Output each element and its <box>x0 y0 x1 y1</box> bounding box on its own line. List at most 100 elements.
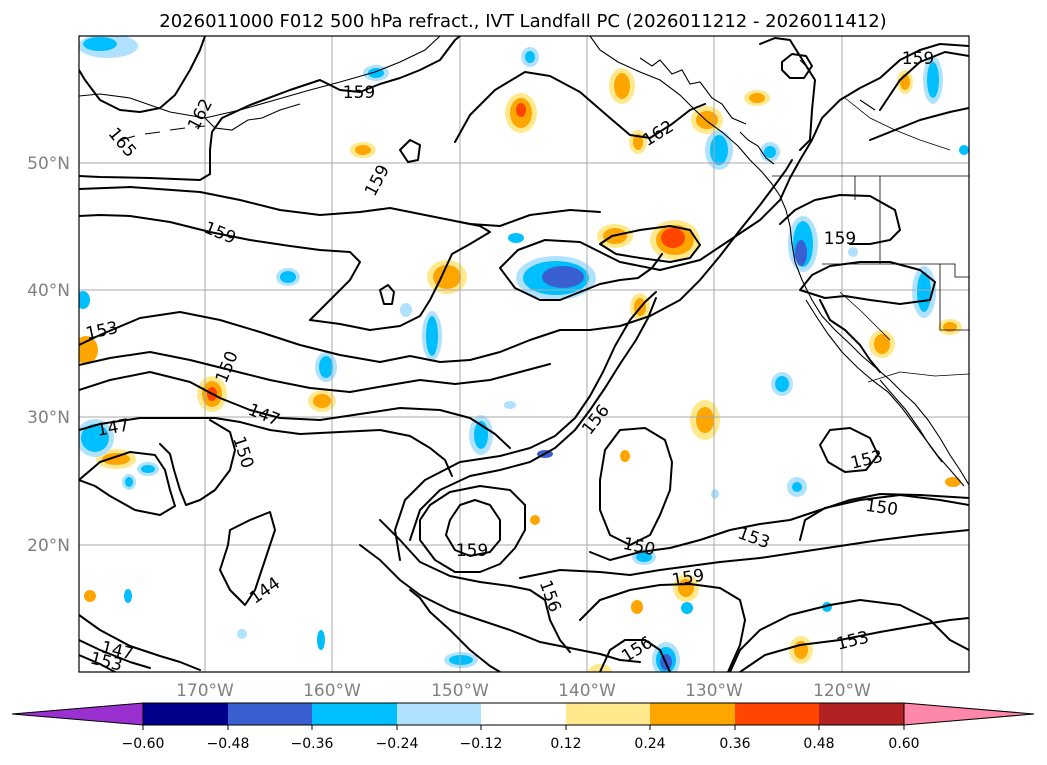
lat-label: 20°N <box>27 536 70 556</box>
colorbar: −0.60 −0.48 −0.36 −0.24 −0.12 0.12 0.24 … <box>11 702 1035 752</box>
colorbar-bin <box>397 703 481 725</box>
shade-blob-pos <box>744 90 770 106</box>
colorbar-tick-label: 0.60 <box>888 736 919 752</box>
shade-blob-neg <box>788 216 818 272</box>
shade-blob-neg <box>400 303 412 317</box>
contour-156-n <box>409 297 657 541</box>
shade-blob-neg <box>276 268 300 286</box>
shade-blob-pos <box>609 68 635 104</box>
colorbar-bin <box>143 703 228 725</box>
contour-label: 159 <box>343 83 375 103</box>
colorbar-bin <box>228 703 312 725</box>
shade-blob-neg <box>923 56 943 104</box>
shade-blob-pos <box>938 319 962 335</box>
graticule <box>79 36 969 672</box>
lon-label: 160°W <box>303 681 361 701</box>
shade-blob-pos <box>897 70 913 94</box>
contour-150 <box>79 371 511 449</box>
shade-blob-neg <box>508 233 524 243</box>
shade-blob-neg <box>521 47 539 67</box>
figure-title: 2026011000 F012 500 hPa refract., IVT La… <box>159 11 886 32</box>
lat-label: 50°N <box>27 154 70 174</box>
shade-blob-neg <box>79 291 90 309</box>
colorbar-bin <box>650 703 735 725</box>
contour-159-c <box>79 186 601 227</box>
map-frame <box>78 35 970 673</box>
shade-blob-neg <box>504 401 516 409</box>
shade-blob-neg <box>237 629 247 639</box>
shade-blob-pos <box>620 450 630 462</box>
shade-blob-pos <box>789 636 813 664</box>
shade-blob-neg <box>137 462 159 476</box>
lat-label: 40°N <box>27 281 70 301</box>
lon-label: 150°W <box>431 681 489 701</box>
contour-label: 159 <box>824 229 856 249</box>
contour-156-s <box>379 519 571 653</box>
colorbar-tick-label: −0.48 <box>207 736 250 752</box>
shade-blob-pos <box>588 664 612 672</box>
shade-blob-neg <box>79 36 138 58</box>
map-panel: 159 162 165 159 159 162 159 153 150 147 … <box>79 36 969 676</box>
lon-label: 130°W <box>685 681 743 701</box>
shade-blob-neg <box>711 489 719 499</box>
colorbar-extend-high <box>903 702 1035 726</box>
shade-blob-neg <box>681 602 693 614</box>
contour-label: 150 <box>864 496 899 520</box>
contour-layer <box>79 36 969 672</box>
colorbar-tick-marks <box>142 725 905 730</box>
shade-blob-neg <box>760 142 780 162</box>
shade-blob-neg <box>124 589 132 603</box>
colorbar-tick-label: −0.24 <box>376 736 419 752</box>
shade-blob-pos <box>690 400 720 440</box>
colorbar-bin <box>819 703 904 725</box>
shade-blob-pos <box>505 93 537 133</box>
shade-blob-neg <box>516 256 596 300</box>
shade-blob-pos <box>308 390 336 412</box>
shade-blob-pos <box>869 330 895 358</box>
shade-blob-neg <box>787 477 807 497</box>
colorbar-bin <box>566 703 650 725</box>
contour-label: 159 <box>456 541 488 561</box>
shade-blob-pos <box>84 590 96 602</box>
contour-label: 159 <box>902 49 934 69</box>
colorbar-tick-label: −0.60 <box>122 736 165 752</box>
latitude-labels: 50°N 40°N 30°N 20°N <box>27 154 70 556</box>
shade-blob-neg <box>771 372 793 396</box>
contour-label: 153 <box>88 649 124 676</box>
contour-153-se <box>739 617 969 672</box>
shade-blob-neg <box>317 630 325 650</box>
colorbar-tick-label: 0.24 <box>634 736 665 752</box>
colorbar-tick-label: −0.12 <box>460 736 503 752</box>
colorbar-tick-label: 0.36 <box>719 736 750 752</box>
contour-147 <box>79 417 453 477</box>
shade-blob-pos <box>530 515 540 525</box>
shade-blob-neg <box>959 145 969 155</box>
contour-159-n <box>79 36 461 181</box>
colorbar-bin <box>735 703 819 725</box>
contour-159-s <box>445 499 501 557</box>
colorbar-bin <box>312 703 397 725</box>
lon-label: 170°W <box>176 681 234 701</box>
colorbar-tick-label: 0.48 <box>803 736 834 752</box>
contour-144 <box>219 511 276 606</box>
gulf-alaska-coast <box>589 36 969 486</box>
shade-blob-pos <box>631 600 643 614</box>
colorbar-bin <box>481 703 566 725</box>
shade-blob-neg <box>848 247 858 257</box>
shade-blob-neg <box>422 311 442 361</box>
lat-label: 30°N <box>27 408 70 428</box>
shade-blob-neg <box>705 130 733 170</box>
lon-label: 140°W <box>558 681 616 701</box>
shade-blob-pos <box>350 142 376 158</box>
colorbar-tick-label: 0.12 <box>550 736 581 752</box>
shade-blob-pos <box>945 477 961 487</box>
colorbar-tick-label: −0.36 <box>291 736 334 752</box>
shade-blob-neg <box>122 474 136 490</box>
shade-blob-neg <box>469 415 493 455</box>
longitude-labels: 170°W 160°W 150°W 140°W 130°W 120°W <box>176 681 871 701</box>
shade-blob-neg <box>315 352 337 382</box>
contour-150-e <box>799 494 969 541</box>
contour-153 <box>79 159 793 363</box>
lon-label: 120°W <box>813 681 871 701</box>
